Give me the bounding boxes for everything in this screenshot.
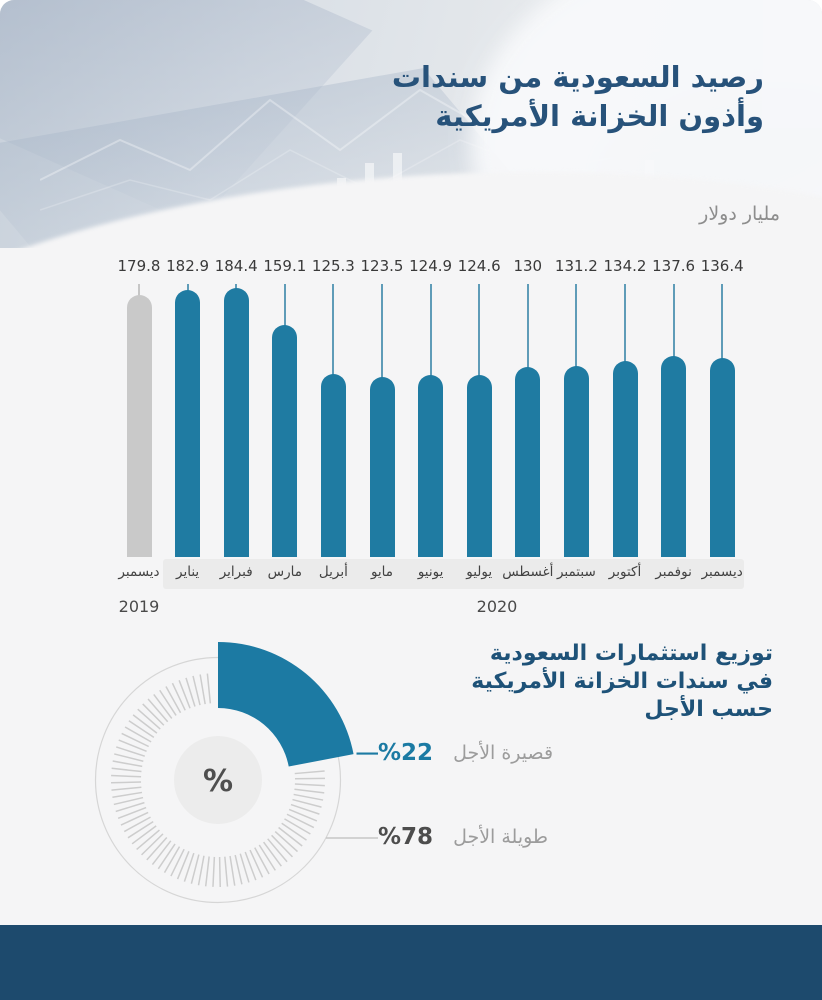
bar bbox=[709, 357, 735, 557]
bar-value-label: 123.5 bbox=[360, 257, 404, 275]
short-term-percent: %22 bbox=[378, 740, 434, 766]
bar-stem bbox=[672, 284, 675, 364]
month-label: مارس bbox=[267, 564, 302, 580]
year-label-2019: 2019 bbox=[118, 597, 160, 616]
bar-value-label: 136.4 bbox=[700, 257, 744, 275]
year-label-2020: 2020 bbox=[476, 597, 518, 616]
bar-value-label: 159.1 bbox=[263, 257, 307, 275]
bar-value-label: 137.6 bbox=[652, 257, 696, 275]
page-title: رصيد السعودية من سندات وأذون الخزانة الأ… bbox=[392, 58, 764, 136]
month-label: أكتوبر bbox=[608, 564, 642, 580]
donut-title-line3: حسب الأجل bbox=[644, 697, 773, 722]
bar-stem bbox=[624, 284, 626, 369]
bar-stem bbox=[138, 284, 140, 302]
bar-value-label: 125.3 bbox=[311, 257, 355, 275]
month-label: يونيو bbox=[417, 564, 444, 580]
long-term-label: طويلة الأجل bbox=[453, 826, 549, 848]
bar-value-label: 124.9 bbox=[409, 257, 453, 275]
month-label: يناير bbox=[176, 564, 200, 580]
month-label: مايو bbox=[370, 564, 394, 580]
legend-long-term: %78 طويلة الأجل bbox=[378, 822, 548, 852]
bar bbox=[223, 287, 249, 557]
bar-value-label: 131.2 bbox=[554, 257, 598, 275]
bar-chart: 2019 2020 179.8 ديسمبر 182.9 يناير 184.4 فبرا… bbox=[117, 257, 744, 616]
unit-label: مليار دولار bbox=[699, 203, 780, 225]
month-label: نوفمبر bbox=[655, 564, 692, 580]
bar bbox=[320, 374, 346, 557]
bar-stem bbox=[478, 284, 481, 383]
bar-stem bbox=[283, 284, 286, 332]
bar bbox=[661, 356, 687, 557]
bar-stem bbox=[429, 284, 432, 382]
month-label: يوليو bbox=[466, 564, 493, 580]
bar bbox=[126, 294, 152, 557]
header: رصيد السعودية من سندات وأذون الخزانة الأ… bbox=[0, 0, 822, 248]
bar-value-label: 130 bbox=[513, 257, 543, 275]
bar-value-label: 134.2 bbox=[603, 257, 647, 275]
bar-stem bbox=[721, 284, 724, 365]
svg-text:%: % bbox=[203, 764, 233, 799]
bar-stem bbox=[381, 284, 383, 384]
bar bbox=[612, 361, 638, 557]
donut-chart: % bbox=[94, 642, 378, 904]
long-term-percent: %78 bbox=[378, 824, 434, 850]
legend-short-term: %22 قصيرة الأجل bbox=[378, 738, 553, 768]
month-label: ديسمبر bbox=[118, 564, 160, 580]
month-label: ديسمبر bbox=[701, 564, 743, 580]
month-label: سبتمبر bbox=[556, 564, 596, 580]
bar bbox=[418, 374, 444, 557]
bar bbox=[175, 290, 201, 557]
bar bbox=[272, 324, 298, 557]
bar bbox=[563, 365, 589, 557]
month-label: أغسطس bbox=[502, 564, 554, 580]
bar bbox=[466, 375, 492, 557]
bar-value-label: 184.4 bbox=[214, 257, 258, 275]
donut-title: توزيع استثمارات السعودية في سندات الخزان… bbox=[471, 640, 773, 724]
bar-stem bbox=[332, 284, 335, 382]
bar-value-label: 124.6 bbox=[457, 257, 501, 275]
page-title-line2: وأذون الخزانة الأمريكية bbox=[435, 99, 764, 133]
bar-value-label: 182.9 bbox=[166, 257, 210, 275]
donut-title-line1: توزيع استثمارات السعودية bbox=[489, 641, 773, 666]
month-label: أبريل bbox=[318, 564, 348, 580]
donut-title-line2: في سندات الخزانة الأمريكية bbox=[471, 669, 773, 694]
footer-bar: ALEQTISADIAH الاقتصادية WWW.ALEQT.COM bbox=[0, 925, 822, 1000]
month-strip bbox=[163, 559, 744, 589]
short-term-label: قصيرة الأجل bbox=[453, 742, 554, 764]
bar-value-label: 179.8 bbox=[117, 257, 161, 275]
page-title-line1: رصيد السعودية من سندات bbox=[391, 60, 764, 94]
bar-stem bbox=[575, 284, 578, 373]
bar-stem bbox=[526, 284, 529, 375]
bar bbox=[369, 376, 395, 557]
month-label: فبراير bbox=[219, 564, 253, 580]
bar bbox=[515, 367, 541, 557]
